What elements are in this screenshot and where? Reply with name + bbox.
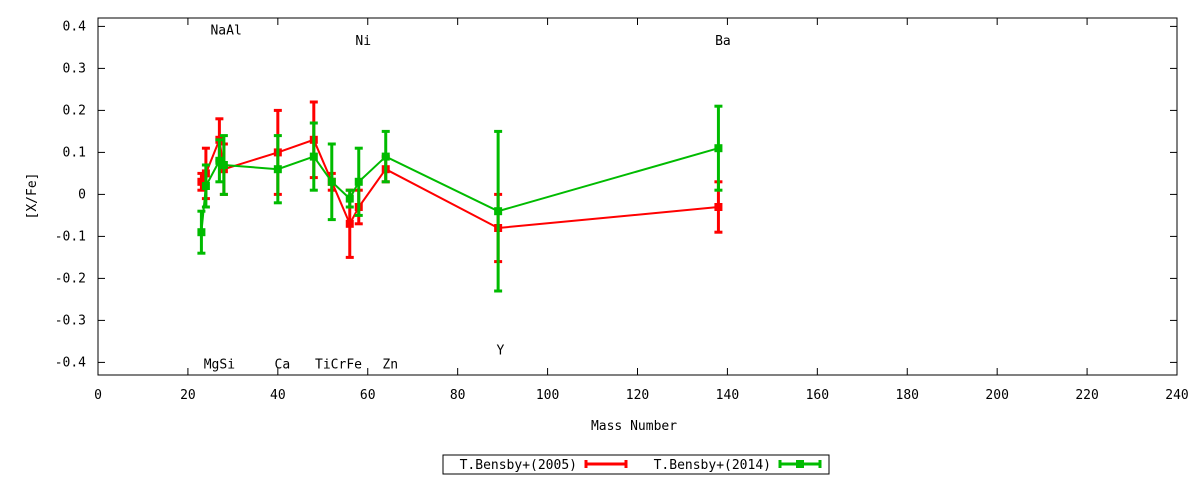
data-point bbox=[273, 165, 282, 174]
x-tick-label: 180 bbox=[896, 388, 919, 403]
x-axis-label: Mass Number bbox=[591, 419, 677, 434]
x-tick-label: 0 bbox=[94, 388, 102, 403]
data-point bbox=[381, 152, 390, 161]
ticks-layer bbox=[97, 18, 1178, 375]
y-tick-label: -0.4 bbox=[55, 355, 86, 370]
annotations-layer: NaAl Ni Ba MgSi Ca TiCrFe Zn Y bbox=[204, 24, 731, 373]
data-point bbox=[494, 207, 503, 216]
y-tick-label: 0.4 bbox=[63, 19, 87, 34]
y-tick-label: 0.3 bbox=[63, 61, 86, 76]
y-tick-label: 0 bbox=[78, 187, 86, 202]
data-point bbox=[354, 177, 363, 186]
legend-swatch-series-2 bbox=[778, 460, 822, 468]
x-tick-label: 60 bbox=[360, 388, 376, 403]
legend-label-series-1: T.Bensby+(2005) bbox=[460, 458, 577, 473]
data-point bbox=[327, 177, 336, 186]
x-tick-label: 200 bbox=[985, 388, 1008, 403]
element-label: MgSi bbox=[204, 358, 235, 373]
data-point bbox=[219, 161, 228, 169]
data-point bbox=[201, 182, 210, 190]
x-tick-label: 140 bbox=[716, 388, 739, 403]
legend-box bbox=[442, 454, 830, 475]
data-point bbox=[345, 194, 354, 203]
data-point bbox=[345, 219, 354, 228]
x-tick-label: 220 bbox=[1075, 388, 1098, 403]
data-point bbox=[215, 156, 224, 165]
x-tick-label: 100 bbox=[536, 388, 559, 403]
legend-swatch-series-1 bbox=[584, 460, 628, 468]
x-tick-label: 40 bbox=[270, 388, 286, 403]
legend-label-series-2: T.Bensby+(2014) bbox=[654, 458, 771, 473]
element-label: Ba bbox=[715, 34, 731, 49]
element-label: NaAl bbox=[210, 24, 241, 39]
series-1 bbox=[197, 100, 723, 264]
y-tick-label: -0.3 bbox=[55, 313, 86, 328]
data-point bbox=[714, 203, 723, 211]
element-label: Ca bbox=[275, 358, 291, 373]
element-label: Y bbox=[496, 344, 504, 359]
y-axis-label: [X/Fe] bbox=[25, 173, 40, 220]
series-2 bbox=[197, 104, 723, 293]
x-tick-label: 240 bbox=[1165, 388, 1188, 403]
x-tick-label: 120 bbox=[626, 388, 649, 403]
legend-marker bbox=[796, 460, 804, 468]
data-point bbox=[714, 144, 723, 153]
element-label: Zn bbox=[382, 358, 398, 373]
data-point bbox=[197, 177, 206, 186]
element-label: TiCrFe bbox=[315, 358, 362, 373]
series-line bbox=[200, 136, 719, 230]
data-point bbox=[197, 228, 206, 237]
y-tick-label: -0.1 bbox=[55, 229, 86, 244]
x-tick-label: 160 bbox=[806, 388, 829, 403]
x-tick-label: 80 bbox=[450, 388, 466, 403]
y-tick-label: 0.1 bbox=[63, 145, 86, 160]
legend: T.Bensby+(2005) T.Bensby+(2014) bbox=[442, 454, 830, 475]
series-layer bbox=[197, 100, 723, 293]
plot-frame bbox=[97, 17, 1178, 376]
tick-labels-layer: 0 20 40 60 80 100 120 140 160 180 200 220 240 -0.4 -0.… bbox=[55, 19, 1189, 403]
data-point bbox=[309, 152, 318, 161]
x-tick-label: 20 bbox=[180, 388, 196, 403]
series-line bbox=[200, 147, 719, 233]
y-tick-label: -0.2 bbox=[55, 271, 86, 286]
element-label: Ni bbox=[355, 34, 371, 49]
y-tick-label: 0.2 bbox=[63, 103, 86, 118]
